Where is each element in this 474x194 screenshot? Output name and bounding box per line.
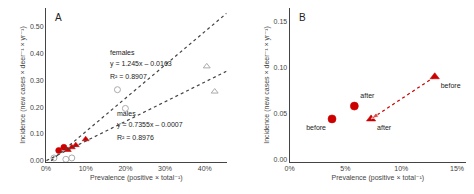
svg-text:0%: 0% (285, 165, 295, 172)
svg-text:Prevalence (positive × total⁻¹: Prevalence (positive × total⁻¹) (90, 174, 183, 182)
svg-text:males: males (117, 110, 136, 117)
svg-text:R² = 0.8976: R² = 0.8976 (117, 134, 154, 141)
svg-text:y = 0.7355x – 0.0007: y = 0.7355x – 0.0007 (117, 121, 183, 129)
svg-text:0.20: 0.20 (30, 104, 44, 111)
svg-text:0.40: 0.40 (30, 50, 44, 57)
svg-text:Prevalence (positive × total⁻¹: Prevalence (positive × total⁻¹) (331, 174, 424, 182)
svg-text:0.00: 0.00 (274, 156, 288, 163)
svg-text:0%: 0% (41, 165, 51, 172)
svg-text:0.15: 0.15 (274, 18, 288, 25)
svg-text:0.00: 0.00 (30, 157, 44, 164)
svg-text:10%: 10% (79, 165, 93, 172)
svg-text:Incidence (new cases × deer⁻¹: Incidence (new cases × deer⁻¹ × yr⁻¹) (19, 26, 27, 144)
svg-text:20%: 20% (118, 165, 132, 172)
svg-text:B: B (299, 12, 306, 23)
svg-text:0.10: 0.10 (274, 64, 288, 71)
svg-text:before: before (441, 82, 461, 89)
svg-text:0.50: 0.50 (30, 23, 44, 30)
svg-text:A: A (55, 12, 62, 23)
svg-text:before: before (306, 124, 326, 131)
svg-text:15%: 15% (450, 165, 464, 172)
svg-text:10%: 10% (394, 165, 408, 172)
svg-text:females: females (110, 49, 135, 56)
svg-text:Incidence (new cases × deer⁻¹: Incidence (new cases × deer⁻¹ × yr⁻¹) (263, 26, 271, 144)
svg-text:y = 1.245x – 0.0163: y = 1.245x – 0.0163 (110, 60, 172, 68)
svg-text:R² = 0.8907: R² = 0.8907 (110, 73, 147, 80)
svg-text:after: after (377, 124, 392, 131)
svg-text:30%: 30% (158, 165, 172, 172)
svg-text:0.05: 0.05 (274, 110, 288, 117)
svg-text:after: after (360, 92, 375, 99)
svg-text:0.30: 0.30 (30, 77, 44, 84)
svg-text:5%: 5% (340, 165, 350, 172)
svg-text:0.10: 0.10 (30, 130, 44, 137)
svg-text:40%: 40% (198, 165, 212, 172)
